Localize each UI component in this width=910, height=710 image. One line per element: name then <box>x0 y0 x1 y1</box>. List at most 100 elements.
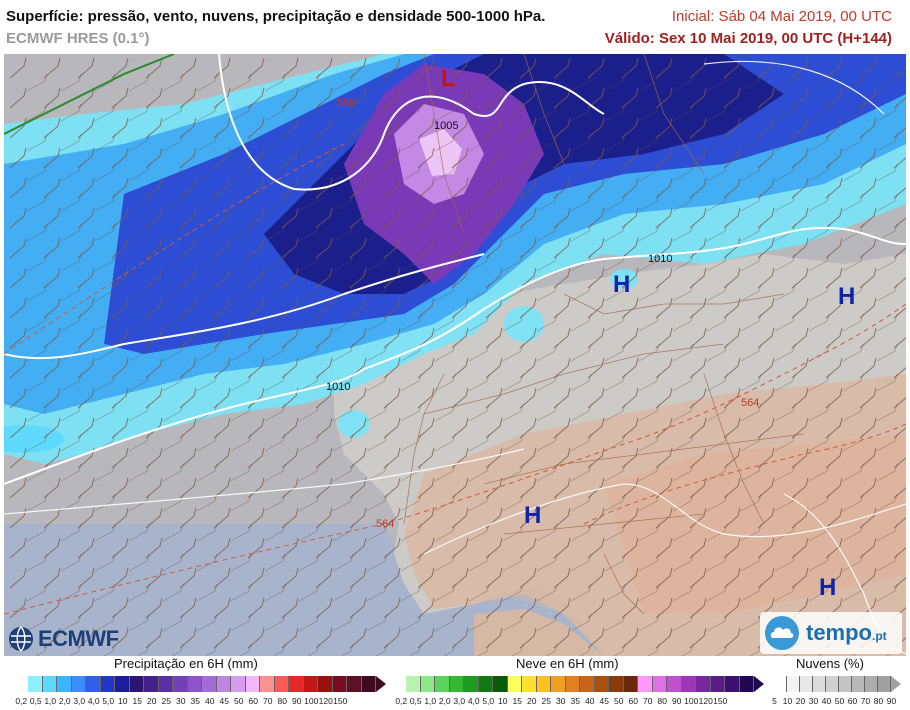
legend-precip-swatch <box>202 676 217 692</box>
legend-snow-swatch <box>565 676 580 692</box>
legend-clouds-tick: 50 <box>834 696 845 706</box>
thickness-label-564-east: 564 <box>741 397 759 409</box>
legend-clouds-tick: 90 <box>886 696 897 706</box>
legend-clouds-swatch <box>774 676 787 692</box>
tempo-word: tempo <box>806 620 872 645</box>
legend-precip-swatch <box>318 676 333 692</box>
legend-clouds-bar <box>774 676 901 692</box>
legend-precip-swatch <box>361 676 376 692</box>
ecmwf-logo: ECMWF <box>8 626 119 652</box>
legend-snow-swatch <box>435 676 450 692</box>
borders <box>403 54 805 615</box>
legend-precip-swatch <box>173 676 188 692</box>
legend-precip-tick: 80 <box>277 696 287 706</box>
front-line <box>4 54 175 135</box>
initial-time: Inicial: Sáb 04 Mai 2019, 00 UTC <box>671 8 892 25</box>
legend-precip-tick: 25 <box>161 696 171 706</box>
high-pressure-center-north: H <box>613 271 630 298</box>
legend-precip-swatch <box>144 676 159 692</box>
legend-snow-swatch <box>594 676 609 692</box>
isobars <box>4 54 906 485</box>
legend-precip-swatch <box>42 676 57 692</box>
legend-precip-tick: 15 <box>132 696 142 706</box>
legend-clouds-title: Nuvens (%) <box>796 656 864 671</box>
legend-snow-tick: 60 <box>628 696 638 706</box>
legend-snow-tick: 150 <box>713 696 728 706</box>
legend-precip-swatch <box>245 676 260 692</box>
legend-clouds-tick: 60 <box>847 696 858 706</box>
legend-clouds-swatch <box>826 676 839 692</box>
legend-snow-tick: 40 <box>585 696 595 706</box>
legend-precip-arrow-icon <box>376 676 386 692</box>
legend-snow-tick: 70 <box>643 696 653 706</box>
legend-clouds-arrow-icon <box>891 676 901 692</box>
legend-snow-tick: 1,0 <box>424 696 437 706</box>
legend-precip-tick: 10 <box>118 696 128 706</box>
legend-precip-title: Precipitação en 6H (mm) <box>114 656 258 671</box>
legend-snow-tick: 30 <box>556 696 566 706</box>
legend-snow-tick: 90 <box>672 696 682 706</box>
legend-snow-swatch <box>449 676 464 692</box>
legend-precip-swatch <box>231 676 246 692</box>
legend-snow-bar <box>406 676 764 692</box>
legend-precip-tick: 20 <box>147 696 157 706</box>
legend-precip-tick: 5,0 <box>102 696 115 706</box>
high-pressure-center-south: H <box>524 502 541 529</box>
legend-snow-tick: 25 <box>541 696 551 706</box>
legend-precip-tick: 3,0 <box>73 696 86 706</box>
low-pressure-center: L <box>441 65 456 92</box>
legend-clouds-tick: 40 <box>821 696 832 706</box>
legend-snow-arrow-icon <box>754 676 764 692</box>
legend-snow-tick: 20 <box>527 696 537 706</box>
legend-precip-swatch <box>274 676 289 692</box>
legend-clouds-swatch <box>878 676 891 692</box>
legend-precip-swatch <box>303 676 318 692</box>
legend-clouds-swatch <box>852 676 865 692</box>
legend-precip-tick: 40 <box>205 696 215 706</box>
legend-snow-swatch <box>420 676 435 692</box>
legend-snow-swatch <box>464 676 479 692</box>
legend-snow-tick: 0,5 <box>409 696 422 706</box>
legend-snow-title: Neve en 6H (mm) <box>516 656 619 671</box>
legend-precip-swatch <box>289 676 304 692</box>
weather-map[interactable]: 1005 1010 1010 558 564 564 L H H H H <box>4 54 906 656</box>
legend-precip-tick: 30 <box>176 696 186 706</box>
legend-precip-tick: 120 <box>318 696 333 706</box>
legend-precip-tick: 90 <box>292 696 302 706</box>
legend-snow-tick: 0,2 <box>395 696 408 706</box>
legend-precip-swatch <box>332 676 347 692</box>
legend-snow-swatch <box>638 676 653 692</box>
isobar-label-1010-east: 1010 <box>648 253 672 265</box>
legend-snow-swatch <box>609 676 624 692</box>
legend-snow-swatch <box>739 676 754 692</box>
tempo-suffix: .pt <box>872 629 887 643</box>
legend-snow-tick: 3,0 <box>453 696 466 706</box>
legend-snow-tick: 45 <box>599 696 609 706</box>
isobar-label-1005: 1005 <box>434 120 458 132</box>
legend-snow-swatch <box>406 676 421 692</box>
map-canvas: 1005 1010 1010 558 564 564 L H H H H <box>4 54 906 656</box>
legend-snow-swatch <box>696 676 711 692</box>
legend-clouds-tick: 5 <box>772 696 777 706</box>
legend-precip-swatch <box>347 676 362 692</box>
legend-precip-tick: 70 <box>263 696 273 706</box>
legend-clouds-tick: 20 <box>795 696 806 706</box>
legend-snow-swatch <box>710 676 725 692</box>
legend-precip-swatch <box>100 676 115 692</box>
legend-precip-swatch <box>115 676 130 692</box>
thickness-lines <box>4 143 906 615</box>
legend-snow-tick: 100 <box>684 696 699 706</box>
thickness-label-564-west: 564 <box>376 518 394 530</box>
legend-precip-swatch <box>129 676 144 692</box>
thickness-label-558: 558 <box>337 97 355 109</box>
model-label: ECMWF HRES (0.1°) <box>6 30 150 47</box>
legend-snow: Neve en 6H (mm) 0,2 0,5 1,0 2,0 3,0 4,0 5,0 10 1… <box>394 656 774 710</box>
legend-precip-tick: 0,5 <box>29 696 42 706</box>
legend-snow-tick: 120 <box>698 696 713 706</box>
legend-clouds-tick: 80 <box>873 696 884 706</box>
legend-clouds-swatch <box>787 676 800 692</box>
ecmwf-logo-text: ECMWF <box>38 626 119 651</box>
tempo-logo[interactable]: tempo.pt <box>760 612 902 654</box>
legend-snow-swatch <box>551 676 566 692</box>
legend-precip-tick: 45 <box>219 696 229 706</box>
